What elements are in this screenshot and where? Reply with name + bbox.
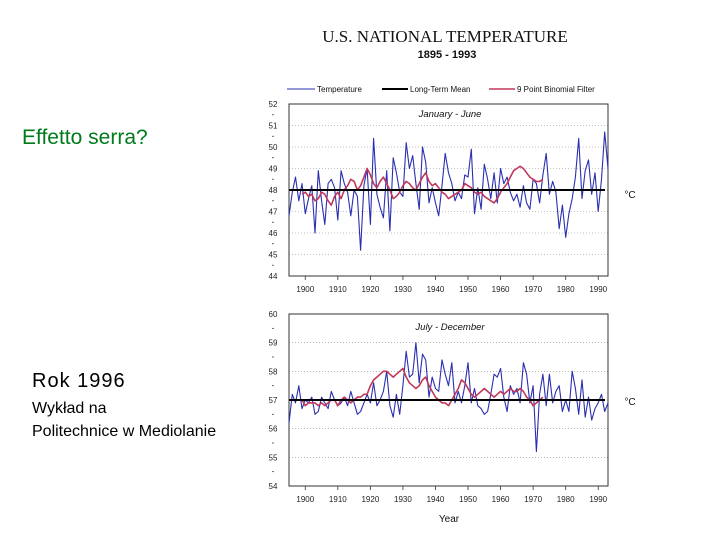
x-tick-label: 1970 [524,285,542,294]
y-tick-label: 58 [269,367,278,376]
x-tick-label: 1960 [492,495,510,504]
panel-0-y-ticks: 44 45 46 47 48 49 50 51 52 [269,100,278,281]
x-tick-label: 1900 [296,285,314,294]
x-tick-label: 1990 [589,495,607,504]
y-tick-label: 55 [269,453,278,462]
x-tick-label: 1950 [459,285,477,294]
x-tick-label: 1970 [524,495,542,504]
y-tick-label: 45 [269,251,278,260]
y-tick-label: 57 [269,396,278,405]
y-tick-label: 54 [269,482,278,491]
y-tick-label: 44 [269,272,278,281]
series-binomial-filter [301,165,544,206]
panel-0-x-ticks: 1900 1910 1920 1930 1940 1950 1960 1970 1980 1990 [296,276,608,294]
x-tick-label: 1960 [492,285,510,294]
y-tick-label: 51 [269,122,278,131]
y-tick-label: 47 [269,208,278,217]
y-tick-label: 60 [269,310,278,319]
panel-1-series [288,342,609,453]
x-tick-label: 1990 [589,285,607,294]
x-tick-label: 1910 [329,285,347,294]
slide-title: Effetto serra? [22,126,148,149]
x-tick-label: 1980 [557,285,575,294]
y-tick-label: 48 [269,186,278,195]
year-heading: Rok 1996 [32,370,126,392]
lecture-caption: Wykład na Politechnice w Mediolanie [32,397,216,443]
series-temperature [288,342,609,453]
x-tick-label: 1920 [361,285,379,294]
x-axis-label: Year [439,514,460,525]
legend-temperature-label: Temperature [317,85,362,94]
panel-1-title: July - December [414,322,485,333]
x-tick-label: 1980 [557,495,575,504]
series-temperature [288,131,609,251]
lecture-line-1: Wykład na [32,400,107,417]
x-tick-label: 1920 [361,495,379,504]
panel-0-unit: °C [624,190,635,201]
x-tick-label: 1910 [329,495,347,504]
y-tick-label: 52 [269,100,278,109]
x-tick-label: 1930 [394,285,412,294]
us-temperature-figure: U.S. NATIONAL TEMPERATURE 1895 - 1993 Te… [269,27,636,525]
x-tick-label: 1930 [394,495,412,504]
panel-0-series [288,131,609,251]
y-tick-label: 46 [269,229,278,238]
legend: Temperature Long-Term Mean 9 Point Binom… [287,85,595,94]
lecture-line-2: Politechnice w Mediolanie [32,423,217,440]
panel-0-title: January - June [418,109,482,120]
panel-1-y-ticks: 54 55 56 57 58 59 60 [269,310,278,491]
y-tick-label: 59 [269,339,278,348]
y-tick-label: 49 [269,165,278,174]
legend-mean-label: Long-Term Mean [410,85,470,94]
x-tick-label: 1940 [427,285,445,294]
legend-filter-label: 9 Point Binomial Filter [517,85,595,94]
figure-title: U.S. NATIONAL TEMPERATURE [322,27,568,46]
y-tick-label: 50 [269,143,278,152]
panel-1-unit: °C [624,397,635,408]
y-tick-label: 56 [269,425,278,434]
panel-1-x-ticks: 1900 1910 1920 1930 1940 1950 1960 1970 1980 1990 [296,486,608,504]
x-tick-label: 1900 [296,495,314,504]
x-tick-label: 1950 [459,495,477,504]
x-tick-label: 1940 [427,495,445,504]
figure-subtitle: 1895 - 1993 [418,49,477,61]
